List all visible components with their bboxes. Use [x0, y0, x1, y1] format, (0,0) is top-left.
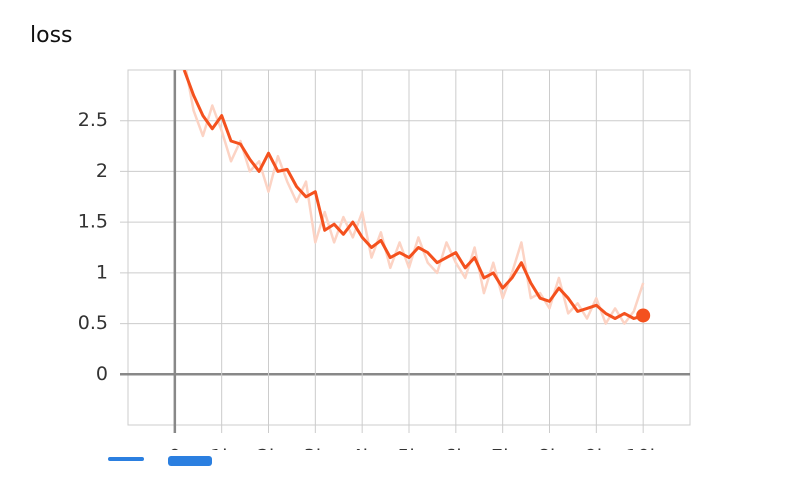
x-tick-label: 3k — [304, 446, 327, 451]
x-tick-label: 2k — [257, 446, 280, 451]
y-tick-label: 2 — [96, 160, 108, 182]
x-tick-label: 5k — [397, 446, 420, 451]
series-line — [184, 70, 645, 325]
y-tick-label: 1.5 — [78, 211, 108, 233]
y-tick-label: 0.5 — [78, 312, 108, 334]
series-line — [182, 70, 644, 320]
x-tick-label: 0 — [169, 446, 181, 451]
toggle-button[interactable] — [108, 457, 144, 461]
chart-title: loss — [30, 23, 73, 48]
x-tick-label: 9k — [585, 446, 608, 451]
y-tick-label: 2.5 — [78, 109, 108, 131]
y-tick-label: 1 — [96, 261, 108, 283]
toggle-button[interactable] — [168, 456, 212, 466]
x-tick-label: 6k — [444, 446, 467, 451]
x-tick-label: 1k — [210, 446, 233, 451]
y-tick-label: 0 — [96, 363, 108, 385]
x-tick-label: 10k — [626, 446, 661, 451]
x-tick-label: 7k — [491, 446, 514, 451]
x-tick-label: 4k — [351, 446, 374, 451]
last-point — [636, 308, 651, 323]
chart: loss 0 0.5 1 1.5 2 2.5 0 1k 2k 3k 4k 5k 6k 7k 8k 9k 10k — [30, 23, 691, 468]
x-tick-label: 8k — [538, 446, 561, 451]
